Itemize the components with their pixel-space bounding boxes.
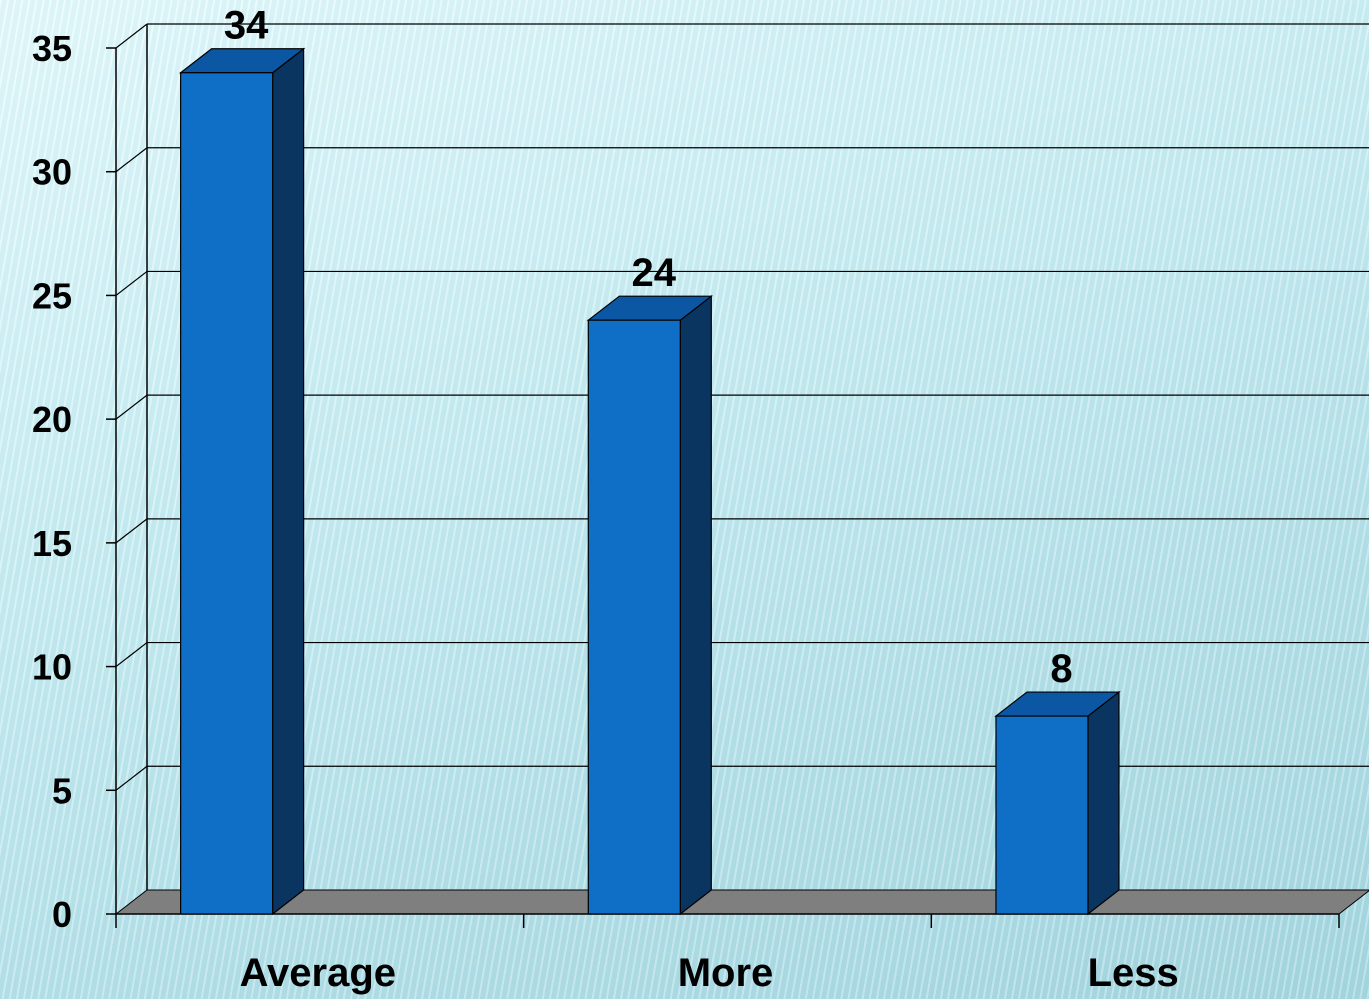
x-category-label: More: [678, 951, 774, 995]
gridline-depth: [115, 518, 148, 544]
y-tick-label: 15: [32, 523, 72, 564]
gridline-depth: [115, 765, 148, 791]
x-category-label: Less: [1088, 951, 1179, 995]
bar-front: [587, 319, 681, 915]
bar: [178, 47, 306, 916]
data-label: 8: [1050, 647, 1072, 691]
bar-front: [995, 715, 1089, 915]
y-tick-label: 30: [32, 152, 72, 193]
y-tick-label: 20: [32, 399, 72, 440]
labels: 0 5 10 15 20 25 30 35 34 Average 24 More 8 Less: [32, 4, 1179, 995]
gridlines: [115, 23, 1369, 791]
gridline-depth: [115, 147, 148, 173]
chart-floor: [114, 889, 1369, 915]
axes: [106, 24, 1340, 928]
x-category-label: Average: [240, 951, 396, 995]
bar-side: [272, 47, 305, 916]
data-label: 24: [632, 251, 677, 295]
bar: [994, 690, 1121, 916]
y-tick-label: 25: [32, 275, 72, 316]
y-tick-label: 10: [32, 647, 72, 688]
y-tick-label: 0: [52, 894, 72, 935]
bar-side: [1087, 690, 1120, 916]
bar-front: [180, 72, 274, 915]
gridline-depth: [115, 270, 148, 296]
gridline-depth: [115, 642, 148, 668]
gridline-depth: [115, 394, 148, 420]
floor-plane: [114, 889, 1369, 915]
y-tick-label: 5: [52, 770, 72, 811]
gridline-depth: [115, 23, 148, 49]
data-label: 34: [224, 4, 269, 48]
bar: [586, 294, 714, 916]
y-tick-label: 35: [32, 28, 72, 69]
bar-side: [679, 294, 712, 916]
bars: [178, 47, 1121, 916]
